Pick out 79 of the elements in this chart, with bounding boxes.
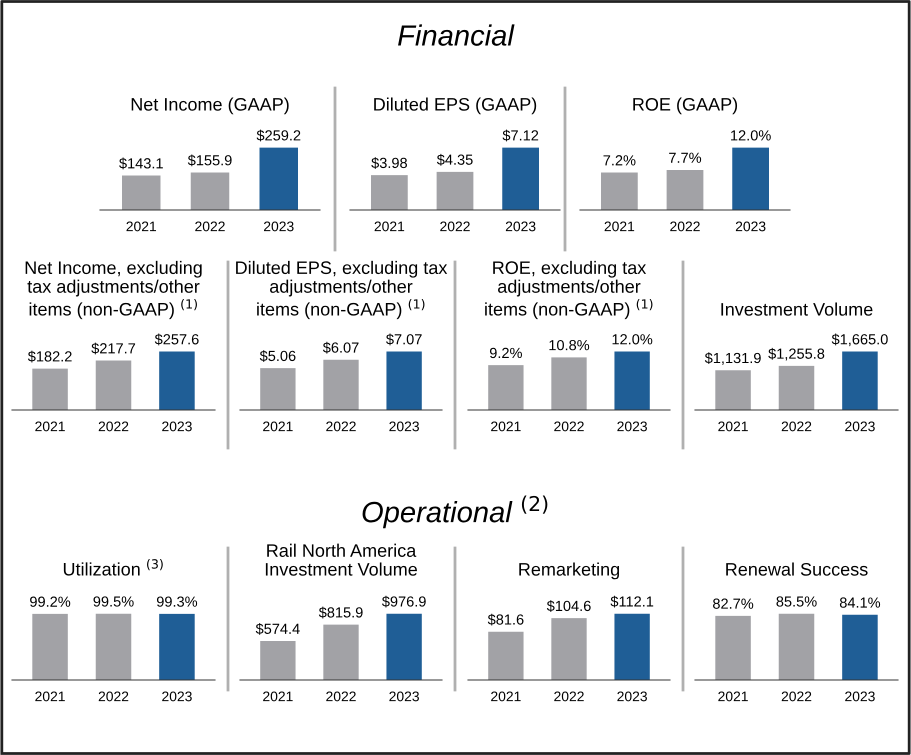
chart-title: Diluted EPS (GAAP): [374, 97, 536, 114]
data-label: $104.6: [546, 600, 591, 612]
x-tick-label: 2023: [264, 221, 294, 232]
x-tick-label: 2022: [670, 221, 700, 232]
data-label: $143.1: [119, 158, 163, 170]
chart-title: ROE, excluding tax adjustments/other items (non-GAAP) $^{(1)}$: [485, 260, 652, 320]
data-label: $1,131.9: [704, 352, 761, 365]
x-tick-label: 2023: [845, 691, 875, 702]
data-label: $259.2: [256, 130, 300, 142]
chart-title: Diluted EPS, excluding tax adjustments/other items (non-GAAP) $^{(1)}$: [236, 260, 448, 320]
x-tick-label: 2022: [98, 691, 128, 702]
x-tick-label: 2023: [389, 691, 419, 702]
data-label: 12.0%: [612, 334, 652, 344]
data-label: 85.5%: [776, 596, 817, 607]
data-label: 84.1%: [840, 597, 880, 608]
data-label: 7.2%: [604, 155, 636, 166]
data-label: $217.7: [91, 342, 136, 354]
data-label: $3.98: [371, 157, 407, 169]
x-tick-label: 2022: [440, 221, 470, 232]
data-label: $6.07: [322, 342, 359, 354]
data-label: $976.9: [382, 596, 426, 608]
data-label: $815.9: [318, 606, 363, 618]
text: Financial: [398, 24, 515, 46]
data-label: $4.35: [436, 154, 473, 166]
x-tick-label: 2021: [126, 221, 156, 232]
x-tick-label: 2021: [718, 421, 748, 432]
x-tick-label: 2022: [195, 221, 225, 232]
chart-title: Investment Volume: [721, 302, 872, 316]
x-tick-label: 2023: [617, 421, 647, 432]
x-tick-label: 2023: [845, 421, 875, 432]
data-label: 9.2%: [490, 348, 522, 358]
x-tick-label: 2021: [604, 221, 634, 232]
text: Operational $^{(2)}$: [362, 496, 548, 528]
x-tick-label: 2023: [162, 421, 192, 432]
x-tick-label: 2021: [263, 691, 293, 702]
data-label: $5.06: [260, 350, 296, 362]
data-label: $81.6: [488, 614, 524, 626]
x-tick-label: 2021: [35, 691, 65, 702]
data-label: $112.1: [610, 596, 654, 608]
data-label: $257.6: [154, 334, 199, 346]
data-label: $1,665.0: [832, 334, 888, 346]
data-label: 99.2%: [30, 596, 70, 607]
data-label: $7.07: [386, 334, 422, 346]
x-tick-label: 2022: [326, 691, 356, 702]
data-label: 82.7%: [713, 598, 754, 609]
chart-title: Utilization $^{(3)}$: [64, 558, 163, 576]
x-tick-label: 2022: [554, 691, 584, 702]
x-tick-label: 2022: [98, 421, 128, 432]
x-tick-label: 2022: [782, 691, 812, 702]
chart-title: Net Income (GAAP): [132, 97, 289, 114]
data-label: $182.2: [28, 350, 72, 362]
chart-title: ROE (GAAP): [633, 97, 738, 114]
data-label: $1,255.8: [768, 348, 824, 361]
data-label: 10.8%: [549, 340, 590, 350]
x-tick-label: 2023: [736, 221, 766, 232]
x-tick-label: 2022: [782, 421, 812, 432]
x-tick-label: 2021: [718, 691, 748, 702]
data-label: $574.4: [256, 623, 300, 635]
chart-title: Renewal Success: [726, 562, 868, 576]
x-tick-label: 2023: [506, 221, 536, 232]
data-label: 99.3%: [156, 596, 198, 607]
chart-title: Rail North America Investment Volume: [266, 544, 417, 576]
x-tick-label: 2021: [491, 421, 521, 432]
x-tick-label: 2023: [617, 691, 647, 702]
x-tick-label: 2021: [263, 421, 293, 432]
data-label: 12.0%: [731, 130, 771, 141]
x-tick-label: 2021: [35, 421, 65, 432]
data-label: 7.7%: [669, 152, 702, 163]
x-tick-label: 2021: [374, 221, 404, 232]
chart-title: Net Income, excluding tax adjustments/other items (non-GAAP) $^{(1)}$: [26, 260, 202, 320]
data-label: $7.12: [502, 130, 538, 142]
x-tick-label: 2023: [389, 421, 419, 432]
x-tick-label: 2022: [326, 421, 356, 432]
data-label: $155.9: [188, 154, 232, 166]
chart-title: Remarketing: [519, 562, 620, 580]
x-tick-label: 2021: [491, 691, 521, 702]
data-label: 99.5%: [94, 596, 134, 607]
x-tick-label: 2023: [162, 691, 192, 702]
x-tick-label: 2022: [554, 421, 584, 432]
